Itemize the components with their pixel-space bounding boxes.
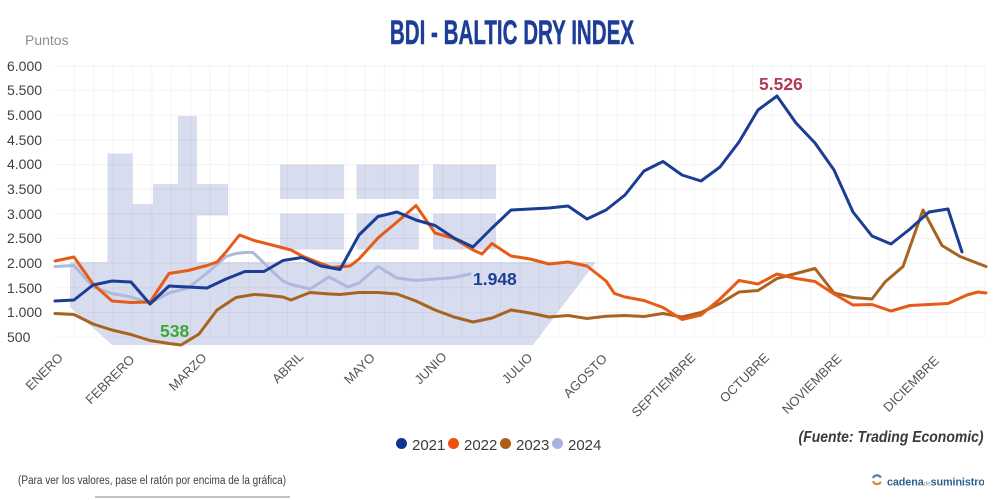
svg-text:cadenadesuministro: cadenadesuministro (887, 477, 984, 489)
